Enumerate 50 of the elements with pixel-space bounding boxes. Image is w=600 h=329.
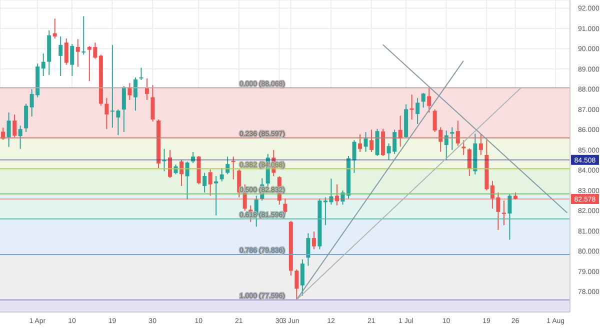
candlestick <box>208 169 212 196</box>
candlestick <box>214 176 218 216</box>
candlestick <box>64 38 68 66</box>
candlestick <box>24 103 28 133</box>
candlestick <box>312 231 316 250</box>
candlestick <box>185 161 190 200</box>
candlestick <box>450 126 454 150</box>
candlestick <box>375 128 380 156</box>
candlestick <box>104 97 109 130</box>
candlestick <box>12 114 17 138</box>
candlestick <box>41 52 46 76</box>
candlestick <box>220 167 224 182</box>
candlestick <box>358 134 362 152</box>
candlestick <box>370 129 374 152</box>
candlestick <box>421 92 426 108</box>
candlestick <box>122 86 126 133</box>
candlestick <box>180 159 184 186</box>
candlestick <box>18 125 22 150</box>
candlestick <box>478 133 483 156</box>
candlestick <box>82 16 86 56</box>
candlestick <box>150 84 155 122</box>
candlestick <box>202 172 207 193</box>
candlestick <box>300 258 304 296</box>
candlestick <box>467 148 472 177</box>
candlestick <box>133 76 138 112</box>
candlestick <box>76 38 80 68</box>
candlestick <box>144 78 149 100</box>
candlestick <box>168 149 172 178</box>
candlestick <box>294 268 299 300</box>
candlestick <box>410 94 414 120</box>
candlestick <box>508 194 512 240</box>
candlestick <box>139 67 144 81</box>
candlestick <box>381 128 386 156</box>
candlestick <box>70 43 74 76</box>
candlestick <box>1 127 6 140</box>
candlestick <box>191 151 196 164</box>
candlestick <box>226 156 230 175</box>
candlestick <box>52 18 57 39</box>
candlestick <box>306 232 310 266</box>
candlestick <box>334 184 339 206</box>
candlestick <box>364 132 368 152</box>
candlestick <box>456 120 460 146</box>
candlestick <box>283 198 288 216</box>
candlestick <box>416 97 420 124</box>
candlestick <box>462 140 466 156</box>
candlestick <box>6 112 11 148</box>
candlestick <box>58 36 63 76</box>
candlestick <box>162 148 166 172</box>
candlestick <box>427 87 432 113</box>
candlestick <box>502 200 506 226</box>
